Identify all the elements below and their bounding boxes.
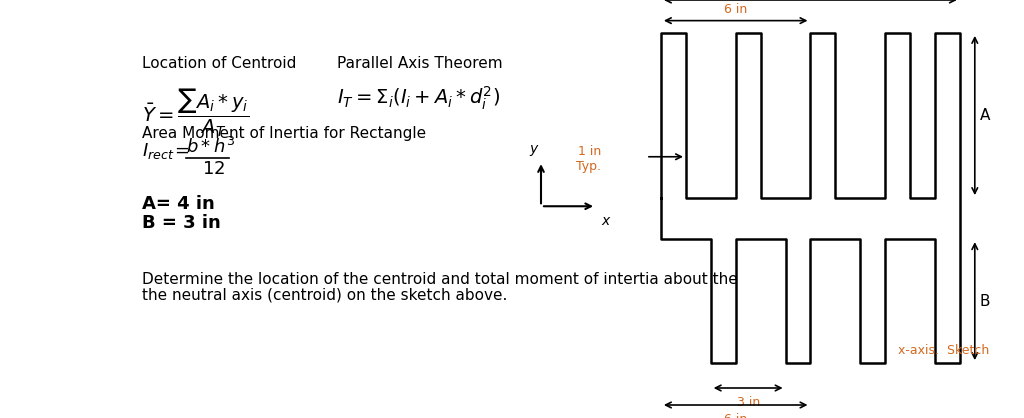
Text: B: B bbox=[980, 293, 990, 308]
Text: B = 3 in: B = 3 in bbox=[142, 214, 221, 232]
Text: Parallel Axis Theorem: Parallel Axis Theorem bbox=[337, 56, 503, 71]
Text: y: y bbox=[528, 142, 538, 156]
Text: 3 in: 3 in bbox=[736, 396, 760, 409]
Text: the neutral axis (centroid) on the sketch above.: the neutral axis (centroid) on the sketc… bbox=[142, 287, 507, 302]
Text: 6 in: 6 in bbox=[724, 3, 748, 15]
Text: $\bar{Y} = \dfrac{\sum A_i * y_i}{A_T}$: $\bar{Y} = \dfrac{\sum A_i * y_i}{A_T}$ bbox=[142, 87, 249, 140]
Text: $b * h^3$: $b * h^3$ bbox=[186, 137, 236, 157]
Text: A: A bbox=[980, 108, 990, 123]
Text: A= 4 in: A= 4 in bbox=[142, 195, 215, 213]
Text: $12$: $12$ bbox=[202, 160, 225, 178]
Text: x: x bbox=[601, 214, 609, 228]
Text: Area Moment of Inertia for Rectangle: Area Moment of Inertia for Rectangle bbox=[142, 126, 426, 140]
Text: $I_{rect}$: $I_{rect}$ bbox=[142, 141, 174, 161]
Text: Typ.: Typ. bbox=[575, 160, 601, 173]
Text: $I_T = \Sigma_i(I_i + A_i * d_i^2)$: $I_T = \Sigma_i(I_i + A_i * d_i^2)$ bbox=[337, 85, 501, 112]
Text: Determine the location of the centroid and total moment of intertia about the: Determine the location of the centroid a… bbox=[142, 272, 737, 287]
Text: 1 in: 1 in bbox=[578, 145, 601, 158]
Text: x-axis.  Sketch: x-axis. Sketch bbox=[898, 344, 989, 357]
Text: Location of Centroid: Location of Centroid bbox=[142, 56, 296, 71]
Text: 6 in: 6 in bbox=[724, 413, 748, 418]
Text: $=$: $=$ bbox=[171, 141, 189, 159]
